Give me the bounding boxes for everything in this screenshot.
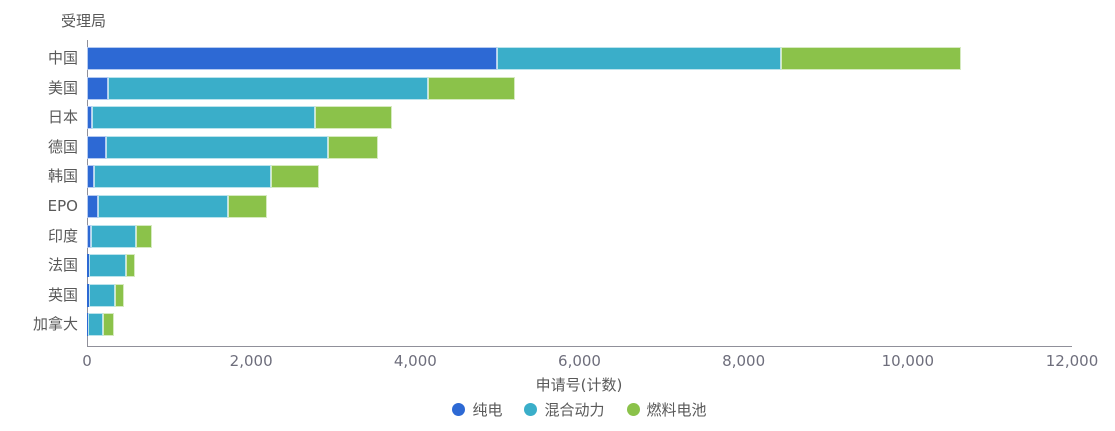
bar-segment[interactable]	[315, 106, 392, 130]
bar-segment[interactable]	[271, 165, 320, 189]
bar-segment[interactable]	[103, 313, 114, 337]
bar-segment[interactable]	[87, 135, 106, 159]
bar-segment[interactable]	[105, 135, 329, 159]
legend-label: 混合动力	[544, 401, 605, 419]
bar-segment[interactable]	[91, 106, 316, 130]
y-axis-label: 德国	[47, 137, 78, 156]
x-axis-tick-label: 4,000	[393, 352, 437, 370]
bar-segment[interactable]	[228, 195, 268, 218]
bar-segment[interactable]	[780, 47, 962, 70]
bar-segment[interactable]	[87, 283, 90, 307]
x-axis-tick-label: 12,000	[1045, 352, 1099, 370]
x-axis-tick-label: 6,000	[558, 352, 601, 370]
bar-segment[interactable]	[87, 313, 89, 337]
bar-segment[interactable]	[89, 283, 115, 307]
x-axis-tick-label: 10,000	[881, 352, 935, 370]
legend-item-2[interactable]: 燃料电池	[626, 399, 707, 420]
bar-segment[interactable]	[87, 165, 94, 189]
chart-title: 受理局	[61, 12, 107, 30]
bar-segment[interactable]	[126, 254, 135, 278]
y-axis-label: EPO	[47, 197, 78, 215]
y-axis-label: 加拿大	[32, 315, 78, 334]
y-axis-label: 法国	[47, 256, 78, 275]
bar-segment[interactable]	[87, 313, 103, 337]
bar-segment[interactable]	[87, 47, 498, 70]
bar-segment[interactable]	[328, 135, 379, 159]
bar-segment[interactable]	[428, 76, 516, 100]
legend-item-1[interactable]: 混合动力	[524, 399, 605, 420]
legend-dot-icon	[626, 403, 640, 416]
bar-segment[interactable]	[114, 283, 124, 307]
y-axis-label: 印度	[47, 226, 78, 245]
y-axis-label: 美国	[47, 78, 78, 97]
bar-segment[interactable]	[87, 76, 109, 100]
legend: 纯电 混合动力 燃料电池	[87, 399, 1072, 420]
bar-segment[interactable]	[87, 195, 99, 218]
bar-segment[interactable]	[108, 76, 429, 100]
y-axis-line	[87, 40, 88, 346]
x-axis-tick-label: 8,000	[722, 352, 766, 370]
bar-segment[interactable]	[93, 165, 272, 189]
x-axis-tick-label: 2,000	[229, 352, 273, 370]
bar-segment[interactable]	[497, 47, 781, 70]
x-axis-line	[87, 346, 1072, 347]
bar-segment[interactable]	[91, 224, 137, 248]
bar-segment[interactable]	[98, 195, 229, 218]
legend-label: 纯电	[472, 401, 503, 419]
bar-segment[interactable]	[87, 224, 92, 248]
y-axis-label: 日本	[47, 108, 78, 127]
bar-segment[interactable]	[136, 224, 152, 248]
legend-dot-icon	[452, 403, 466, 416]
legend-label: 燃料电池	[646, 401, 707, 419]
bar-segment[interactable]	[87, 106, 92, 130]
legend-dot-icon	[524, 403, 538, 416]
x-axis-title: 申请号(计数)	[535, 376, 623, 394]
y-axis-label: 中国	[47, 49, 78, 67]
bar-segment[interactable]	[87, 254, 90, 278]
legend-item-0[interactable]: 纯电	[452, 399, 502, 420]
y-axis-label: 英国	[47, 285, 78, 304]
y-axis-label: 韩国	[47, 167, 78, 186]
bar-segment[interactable]	[89, 254, 127, 278]
x-axis-tick-label: 0	[82, 352, 92, 370]
